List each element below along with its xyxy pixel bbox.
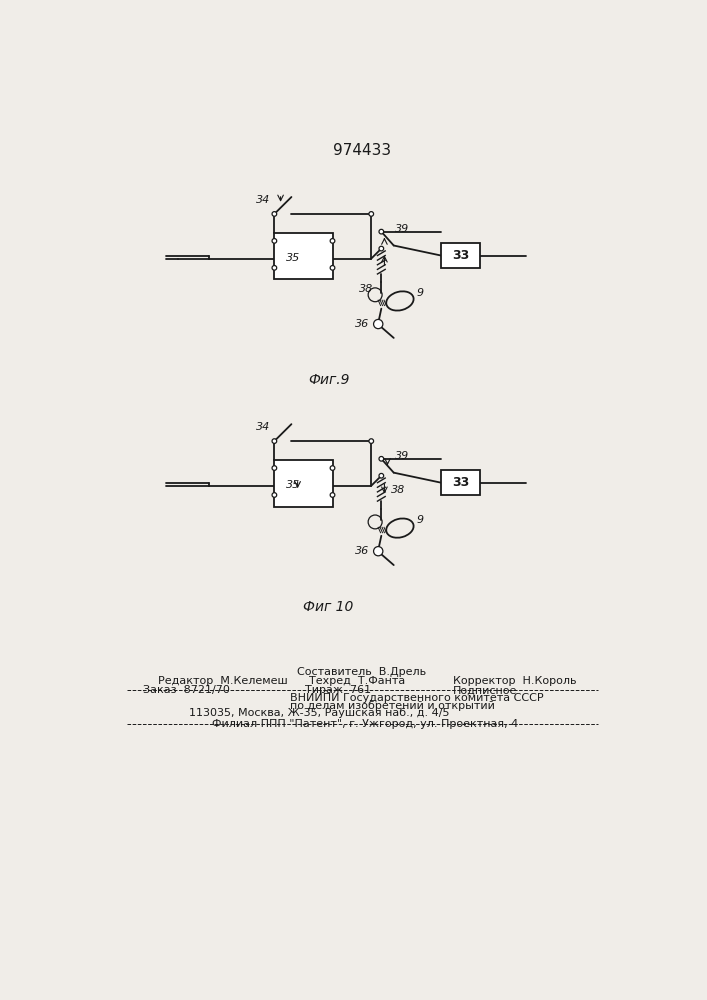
Circle shape <box>272 239 276 243</box>
Text: по делам изобретений и открытий: по делам изобретений и открытий <box>290 701 495 711</box>
Circle shape <box>272 266 276 270</box>
Text: 38: 38 <box>358 284 373 294</box>
Circle shape <box>373 319 383 329</box>
Text: Заказ  8721/70: Заказ 8721/70 <box>143 685 230 695</box>
Text: 36: 36 <box>355 546 369 556</box>
Circle shape <box>272 439 276 443</box>
Circle shape <box>330 493 335 497</box>
Circle shape <box>379 473 384 478</box>
Text: 36: 36 <box>355 319 369 329</box>
Text: Фиг.9: Фиг.9 <box>308 373 349 387</box>
Circle shape <box>272 212 276 216</box>
Text: Тираж  761: Тираж 761 <box>305 685 371 695</box>
Text: 35: 35 <box>286 253 300 263</box>
Text: 9: 9 <box>417 515 424 525</box>
Text: 35: 35 <box>286 480 300 490</box>
Circle shape <box>330 466 335 470</box>
Text: 39: 39 <box>395 451 409 461</box>
Bar <box>441 470 480 495</box>
Text: 34: 34 <box>256 422 271 432</box>
Circle shape <box>369 439 373 443</box>
Circle shape <box>330 266 335 270</box>
Circle shape <box>379 456 384 461</box>
Circle shape <box>379 246 384 251</box>
Text: 113035, Москва, Ж-35, Раушская наб., д. 4/5: 113035, Москва, Ж-35, Раушская наб., д. … <box>189 708 450 718</box>
Text: ВНИИПИ Государственного комитета СССР: ВНИИПИ Государственного комитета СССР <box>290 693 544 703</box>
Bar <box>274 460 332 507</box>
Circle shape <box>373 547 383 556</box>
Text: Техред  Т.Фанта: Техред Т.Фанта <box>309 676 406 686</box>
Text: Составитель  В.Дрель: Составитель В.Дрель <box>298 667 426 677</box>
Text: 38: 38 <box>391 485 405 495</box>
Circle shape <box>330 239 335 243</box>
Bar <box>274 233 332 279</box>
Circle shape <box>272 466 276 470</box>
Bar <box>441 243 480 268</box>
Text: 974433: 974433 <box>333 143 391 158</box>
Text: 33: 33 <box>452 249 469 262</box>
Circle shape <box>379 229 384 234</box>
Text: 34: 34 <box>256 195 271 205</box>
Text: Корректор  Н.Король: Корректор Н.Король <box>452 676 576 686</box>
Text: Фиг 10: Фиг 10 <box>303 600 354 614</box>
Text: Редактор  М.Келемеш: Редактор М.Келемеш <box>158 676 288 686</box>
Circle shape <box>369 212 373 216</box>
Text: 33: 33 <box>452 476 469 489</box>
Circle shape <box>272 493 276 497</box>
Text: 39: 39 <box>395 224 409 234</box>
Text: Филиал ППП "Патент", г. Ужгород, ул. Проектная, 4: Филиал ППП "Патент", г. Ужгород, ул. Про… <box>212 719 519 729</box>
Text: 9: 9 <box>417 288 424 298</box>
Text: Подписное: Подписное <box>452 685 517 695</box>
